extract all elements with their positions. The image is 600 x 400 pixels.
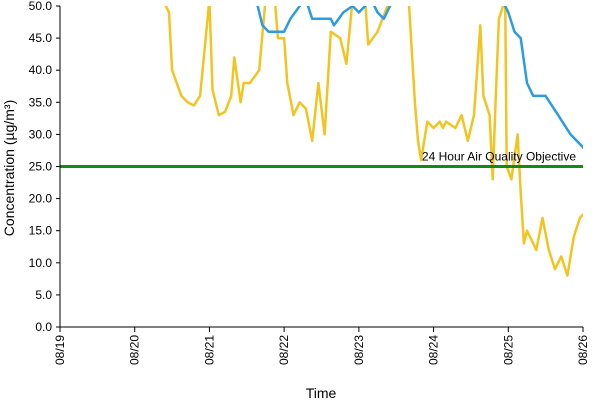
y-tick-label: 5.0 [35,288,52,302]
series-line-1 [164,6,583,277]
x-axis-ticks: 08/19 08/20 08/21 08/22 08/23 08/24 08/25 08/26 [53,327,590,365]
y-axis-title: Concentration (µg/m³) [1,100,17,236]
reference-line-layer: 24 Hour Air Quality Objective [60,150,583,168]
x-tick-label: 08/25 [501,335,515,365]
y-tick-label: 25.0 [29,160,53,174]
x-tick-label: 08/21 [202,335,216,365]
y-tick-label: 50.0 [29,0,53,13]
y-axis-ticks: 0.0 5.0 10.0 15.0 20.0 25.0 30.0 35.0 40.0 45.0 50… [29,0,60,334]
x-axis-title: Time [306,385,337,400]
series-line-2 [256,6,583,150]
objective-label: 24 Hour Air Quality Objective [422,150,576,164]
y-tick-label: 30.0 [29,127,53,141]
x-tick-label: 08/23 [352,335,366,365]
y-tick-label: 40.0 [29,63,53,77]
x-tick-label: 08/19 [53,335,67,365]
x-tick-label: 08/24 [427,335,441,365]
y-tick-label: 20.0 [29,192,53,206]
x-tick-label: 08/26 [576,335,590,365]
y-tick-label: 35.0 [29,95,53,109]
x-tick-label: 08/20 [128,335,142,365]
y-tick-label: 15.0 [29,224,53,238]
y-tick-label: 10.0 [29,256,53,270]
x-tick-label: 08/22 [277,335,291,365]
series-layer [164,6,583,277]
y-tick-label: 45.0 [29,31,53,45]
y-tick-label: 0.0 [35,320,52,334]
